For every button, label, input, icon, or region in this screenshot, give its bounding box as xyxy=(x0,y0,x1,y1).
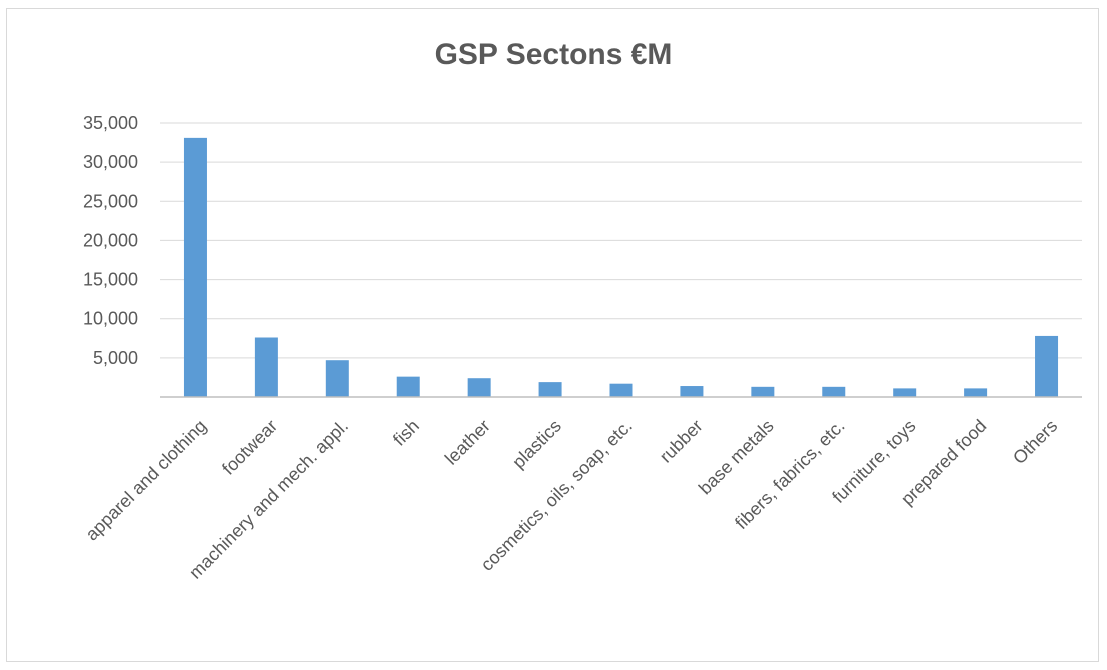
bar xyxy=(538,382,562,397)
y-tick-label: 25,000 xyxy=(83,191,138,211)
x-category-label: leather xyxy=(441,416,494,469)
x-category-label: apparel and clothing xyxy=(82,416,211,545)
y-tick-labels: 5,000 10,000 15,000 20,000 25,000 30,000 35,00… xyxy=(83,113,138,368)
y-tick-label: 10,000 xyxy=(83,309,138,329)
y-tick-label: 35,000 xyxy=(83,113,138,133)
bar xyxy=(254,337,278,397)
bars xyxy=(183,137,1059,398)
y-tick-label: 5,000 xyxy=(93,348,138,368)
bar xyxy=(1035,335,1059,397)
bar xyxy=(467,378,491,397)
bar xyxy=(680,386,704,397)
bar xyxy=(396,376,420,397)
x-category-label: fish xyxy=(389,416,423,450)
x-category-label: footwear xyxy=(218,416,281,479)
chart-title: GSP Sectons €M xyxy=(434,38,673,71)
x-category-label: rubber xyxy=(656,416,707,467)
bar xyxy=(183,137,207,398)
bar xyxy=(751,386,775,397)
y-tick-label: 15,000 xyxy=(83,270,138,290)
bar xyxy=(822,386,846,397)
x-category-label: Others xyxy=(1009,416,1061,468)
bar xyxy=(964,388,988,397)
bar xyxy=(609,383,633,397)
bar xyxy=(325,360,349,397)
y-tick-label: 30,000 xyxy=(83,152,138,172)
bar xyxy=(893,388,917,397)
gridlines xyxy=(160,122,1082,359)
x-category-label: plastics xyxy=(508,416,565,473)
y-tick-label: 20,000 xyxy=(83,230,138,250)
x-category-label: cosmetics, oils, soap, etc. xyxy=(477,416,636,575)
